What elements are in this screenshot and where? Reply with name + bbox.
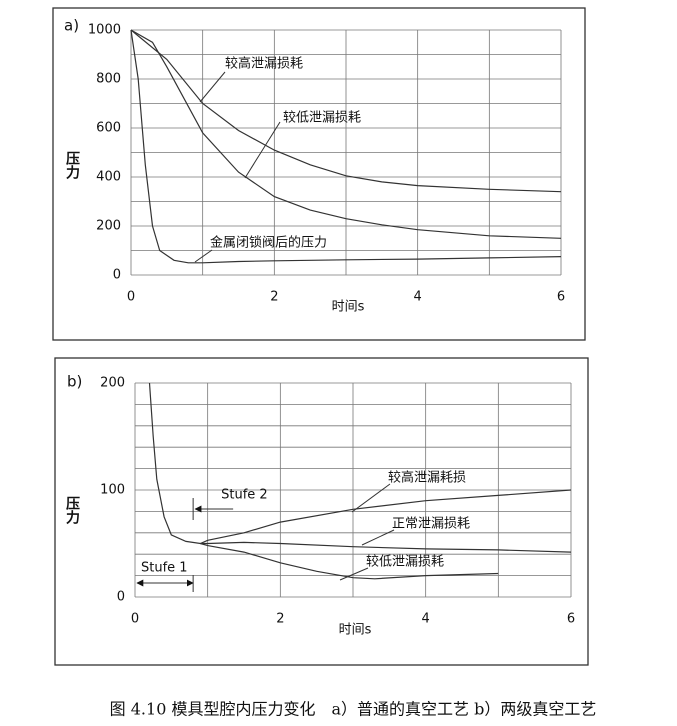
x-tick-label: 2 — [270, 290, 278, 305]
panel-label: a) — [64, 17, 79, 35]
y-tick-label: 800 — [96, 72, 121, 87]
x-tick-label: 6 — [557, 290, 565, 305]
x-tick-label: 4 — [414, 290, 422, 305]
series-line — [200, 541, 572, 553]
annotation: Stufe 1 — [141, 561, 188, 576]
y-axis-label: 压力 — [64, 496, 80, 525]
series-label: 较高泄漏损耗 — [225, 56, 303, 72]
series-label: 较低泄漏损耗 — [366, 554, 444, 570]
series-line — [200, 542, 499, 580]
caption: 图 4.10 模具型腔内压力变化 a）普通的真空工艺 b）两级真空工艺 — [110, 700, 597, 719]
series-line — [130, 29, 562, 264]
series-label: 金属闭锁阀后的压力 — [210, 235, 327, 251]
y-tick-label: 100 — [100, 483, 125, 498]
y-tick-label: 200 — [96, 219, 121, 234]
series-label: 较低泄漏损耗 — [283, 110, 361, 126]
y-tick-label: 400 — [96, 170, 121, 185]
y-tick-label: 200 — [100, 376, 125, 391]
y-axis-label: 压力 — [64, 151, 80, 180]
leader-line — [194, 249, 213, 263]
x-tick-label: 0 — [131, 612, 139, 627]
leader-line — [244, 121, 281, 179]
y-tick-label: 0 — [113, 268, 121, 283]
annotation: Stufe 2 — [221, 488, 268, 503]
series-line — [130, 29, 562, 193]
leader-line — [361, 529, 395, 546]
panel-label: b) — [67, 373, 82, 391]
y-tick-label: 1000 — [88, 23, 121, 38]
series-line — [148, 382, 572, 545]
panel-frame — [52, 7, 586, 341]
series-line — [130, 29, 562, 239]
y-tick-label: 600 — [96, 121, 121, 136]
leader-line — [351, 483, 391, 513]
x-tick-label: 2 — [276, 612, 284, 627]
x-axis-label: 时间s — [339, 623, 372, 638]
leader-line — [339, 567, 369, 581]
series-label: 较高泄漏耗损 — [388, 470, 466, 486]
y-tick-label: 0 — [117, 590, 125, 605]
series-label: 正常泄漏损耗 — [392, 516, 470, 532]
x-tick-label: 6 — [567, 612, 575, 627]
panel-frame — [54, 357, 589, 666]
x-axis-label: 时间s — [332, 300, 365, 315]
x-tick-label: 0 — [127, 290, 135, 305]
leader-line — [199, 71, 226, 103]
x-tick-label: 4 — [422, 612, 430, 627]
